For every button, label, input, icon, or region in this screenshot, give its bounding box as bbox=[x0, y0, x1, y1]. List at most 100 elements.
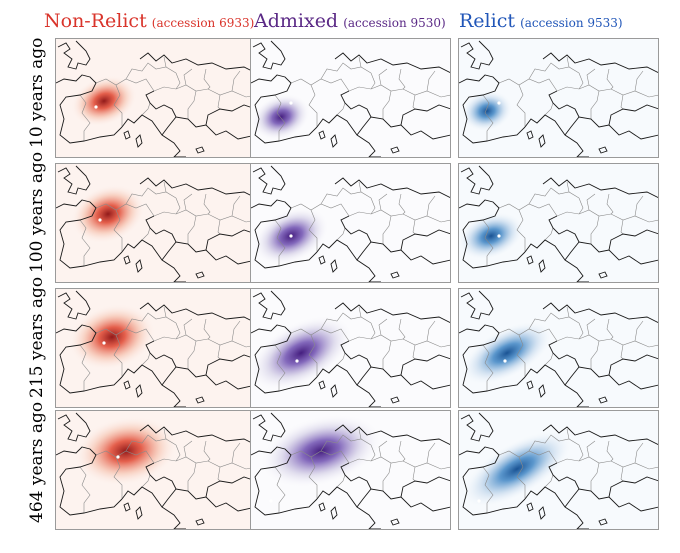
coastline bbox=[139, 424, 255, 446]
country-border bbox=[606, 440, 614, 462]
country-border bbox=[79, 344, 91, 391]
coastline bbox=[538, 384, 546, 398]
sample-location-marker bbox=[503, 359, 507, 363]
country-border bbox=[274, 94, 286, 141]
country-border bbox=[426, 320, 436, 342]
coastline bbox=[400, 354, 450, 376]
coastline bbox=[56, 199, 123, 269]
country-border bbox=[79, 466, 91, 513]
sample-location-marker bbox=[94, 105, 98, 109]
country-border bbox=[308, 84, 318, 127]
row-label-464: 464 years ago bbox=[27, 401, 47, 523]
country-border bbox=[187, 90, 197, 119]
country-border bbox=[556, 209, 658, 223]
country-border bbox=[175, 72, 181, 90]
country-border bbox=[378, 193, 388, 211]
europe-map bbox=[56, 290, 255, 407]
column-title-accession: (accession 9533) bbox=[520, 16, 623, 30]
density-heatmap bbox=[260, 414, 382, 488]
coastline bbox=[390, 518, 400, 526]
map-panel-non-relict-215 bbox=[55, 288, 256, 408]
coastline bbox=[145, 462, 177, 490]
country-border bbox=[586, 68, 596, 86]
coastline bbox=[139, 177, 255, 199]
coastline bbox=[460, 40, 494, 70]
country-border bbox=[606, 68, 614, 90]
country-border bbox=[528, 62, 580, 80]
coastline bbox=[598, 271, 608, 279]
country-border bbox=[336, 352, 346, 366]
country-border bbox=[358, 56, 362, 68]
coastline bbox=[564, 241, 658, 265]
coastline bbox=[564, 488, 658, 512]
country-border bbox=[274, 219, 286, 266]
coastline bbox=[542, 424, 658, 446]
column-title-name: Relict bbox=[459, 10, 515, 32]
country-border bbox=[544, 474, 554, 488]
coastline bbox=[316, 486, 381, 529]
map-panel-relict-100 bbox=[458, 163, 659, 283]
sample-location-marker bbox=[295, 359, 299, 363]
sample-location-marker bbox=[289, 101, 293, 105]
coastline bbox=[334, 302, 450, 324]
europe-map bbox=[56, 40, 255, 157]
coastline bbox=[252, 40, 286, 70]
country-border bbox=[231, 320, 241, 342]
country-border bbox=[426, 442, 436, 464]
density-heatmap bbox=[461, 90, 513, 132]
coastline bbox=[548, 215, 580, 243]
country-border bbox=[634, 442, 644, 464]
country-border bbox=[320, 62, 372, 80]
country-border bbox=[274, 344, 286, 391]
country-border bbox=[398, 440, 406, 462]
country-border bbox=[370, 444, 376, 462]
europe-map bbox=[459, 165, 658, 282]
coastline bbox=[195, 271, 205, 279]
country-border bbox=[566, 306, 570, 318]
country-border bbox=[556, 334, 658, 348]
country-border bbox=[290, 78, 350, 92]
sample-location-marker bbox=[98, 218, 102, 222]
country-border bbox=[217, 94, 221, 110]
country-border bbox=[620, 344, 624, 360]
country-border bbox=[556, 456, 658, 470]
coastline bbox=[145, 215, 177, 243]
map-panel-non-relict-464 bbox=[55, 410, 256, 530]
coastline bbox=[205, 229, 255, 251]
coastline bbox=[598, 518, 608, 526]
coastline bbox=[526, 380, 534, 390]
coastline bbox=[161, 241, 255, 265]
country-border bbox=[113, 209, 123, 252]
europe-map bbox=[251, 165, 450, 282]
country-border bbox=[141, 352, 151, 366]
country-border bbox=[634, 195, 644, 217]
country-border bbox=[382, 340, 392, 369]
country-border bbox=[336, 474, 346, 488]
map-panel-admixed-10 bbox=[250, 38, 451, 158]
country-border bbox=[398, 68, 406, 90]
country-border bbox=[163, 56, 167, 68]
country-border bbox=[203, 440, 211, 462]
column-title-accession: (accession 6933) bbox=[151, 16, 255, 30]
coastline bbox=[195, 146, 205, 154]
country-border bbox=[274, 466, 286, 513]
coastline bbox=[548, 340, 580, 368]
map-panel-relict-215 bbox=[458, 288, 659, 408]
map-panel-non-relict-100 bbox=[55, 163, 256, 283]
coastline bbox=[598, 396, 608, 404]
coastline bbox=[459, 324, 526, 394]
coastline bbox=[340, 340, 372, 368]
map-panel-relict-464 bbox=[458, 410, 659, 530]
country-border bbox=[516, 209, 526, 252]
coastline bbox=[57, 290, 91, 320]
coastline bbox=[56, 324, 123, 394]
country-border bbox=[590, 340, 600, 369]
coastline bbox=[251, 446, 318, 516]
coastline bbox=[340, 462, 372, 490]
coastline bbox=[400, 104, 450, 126]
row-label-10: 10 years ago bbox=[27, 37, 47, 148]
country-border bbox=[516, 456, 526, 499]
country-border bbox=[79, 94, 91, 141]
coastline bbox=[135, 384, 143, 398]
country-border bbox=[590, 215, 600, 244]
